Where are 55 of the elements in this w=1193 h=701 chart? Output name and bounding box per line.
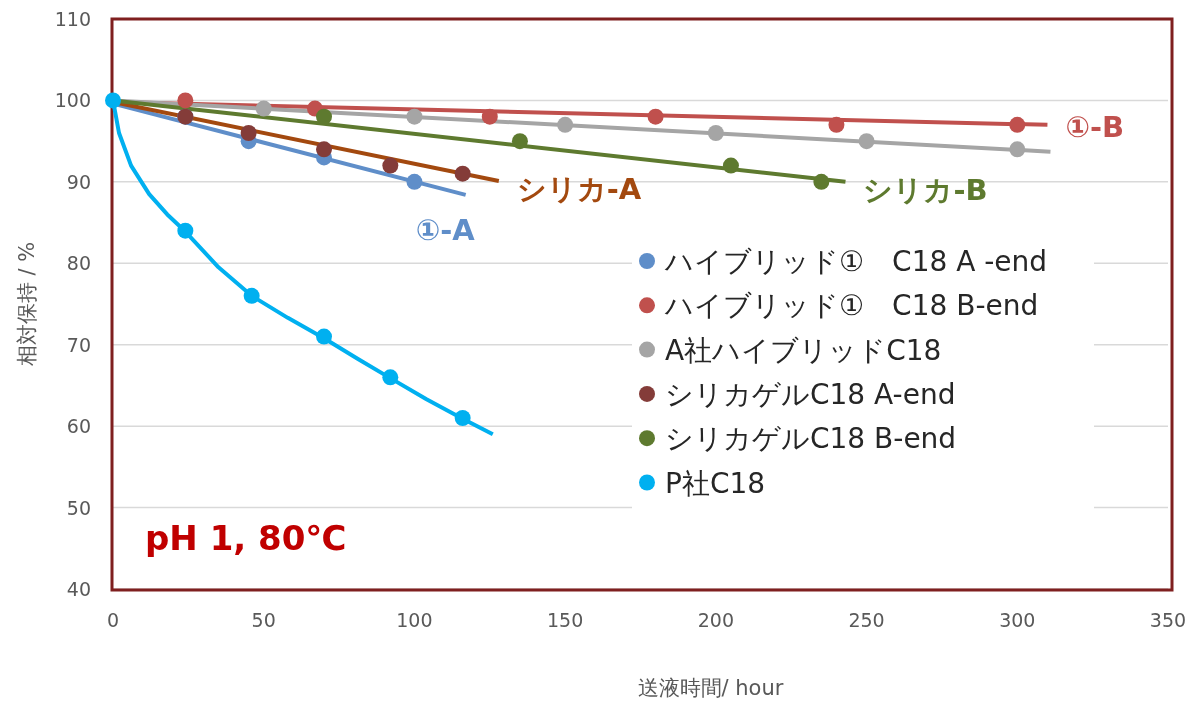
point: [511, 133, 528, 150]
legend-label: ハイブリッド① C18 B-end: [664, 289, 1039, 323]
point: [382, 157, 399, 174]
x-tick-label: 250: [848, 609, 885, 631]
y-tick-label: 90: [66, 170, 91, 193]
y-axis-title: 相対保持 / %: [15, 241, 39, 367]
y-tick-label: 70: [66, 333, 91, 356]
annotation: ①-A: [415, 212, 476, 247]
legend-label: A社ハイブリッドC18: [665, 333, 942, 367]
y-tick-label: 80: [66, 252, 91, 275]
x-axis-title: 送液時間/ hour: [637, 676, 784, 700]
y-tick-label: 60: [66, 415, 91, 438]
y-tick-label: 100: [54, 89, 91, 112]
y-tick-label: 110: [54, 8, 91, 30]
point: [316, 108, 332, 125]
point: [647, 108, 664, 125]
point: [177, 92, 194, 109]
point: [1009, 116, 1026, 133]
point: [105, 92, 121, 109]
x-tick-label: 100: [396, 609, 433, 631]
annotation: シリカ-A: [516, 172, 642, 207]
x-tick-label: 150: [547, 609, 584, 631]
x-tick-label: 0: [106, 609, 120, 631]
legend-label: ハイブリッド① C18 A -end: [664, 245, 1048, 278]
point: [557, 116, 574, 133]
point: [316, 141, 332, 158]
point: [828, 116, 845, 133]
point: [858, 133, 875, 150]
point: [813, 173, 830, 190]
x-tick-label: 200: [697, 609, 734, 631]
legend-label: シリカゲルC18 B-end: [665, 422, 957, 456]
annotation: シリカ-B: [863, 172, 988, 207]
annotation: ①-B: [1065, 109, 1125, 144]
x-tick-label: 50: [251, 609, 276, 631]
point: [177, 222, 194, 239]
point: [240, 125, 257, 141]
legend-label: シリカゲルC18 A-end: [665, 377, 956, 411]
y-tick-label: 50: [66, 496, 91, 519]
point: [382, 369, 399, 386]
point: [316, 328, 332, 345]
y-tick-label: 40: [66, 578, 91, 600]
point: [406, 108, 423, 125]
point: [255, 100, 272, 117]
point: [722, 157, 739, 174]
point: [243, 287, 260, 304]
x-tick-label: 300: [999, 609, 1036, 631]
legend-label: P社C18: [665, 466, 766, 500]
point: [454, 410, 471, 426]
x-tick-label: 350: [1149, 609, 1187, 631]
point: [481, 108, 498, 125]
point: [707, 125, 724, 141]
annotation: pH 1, 80℃: [145, 518, 347, 558]
point: [1009, 141, 1026, 158]
point: [406, 173, 423, 190]
point: [454, 165, 471, 182]
